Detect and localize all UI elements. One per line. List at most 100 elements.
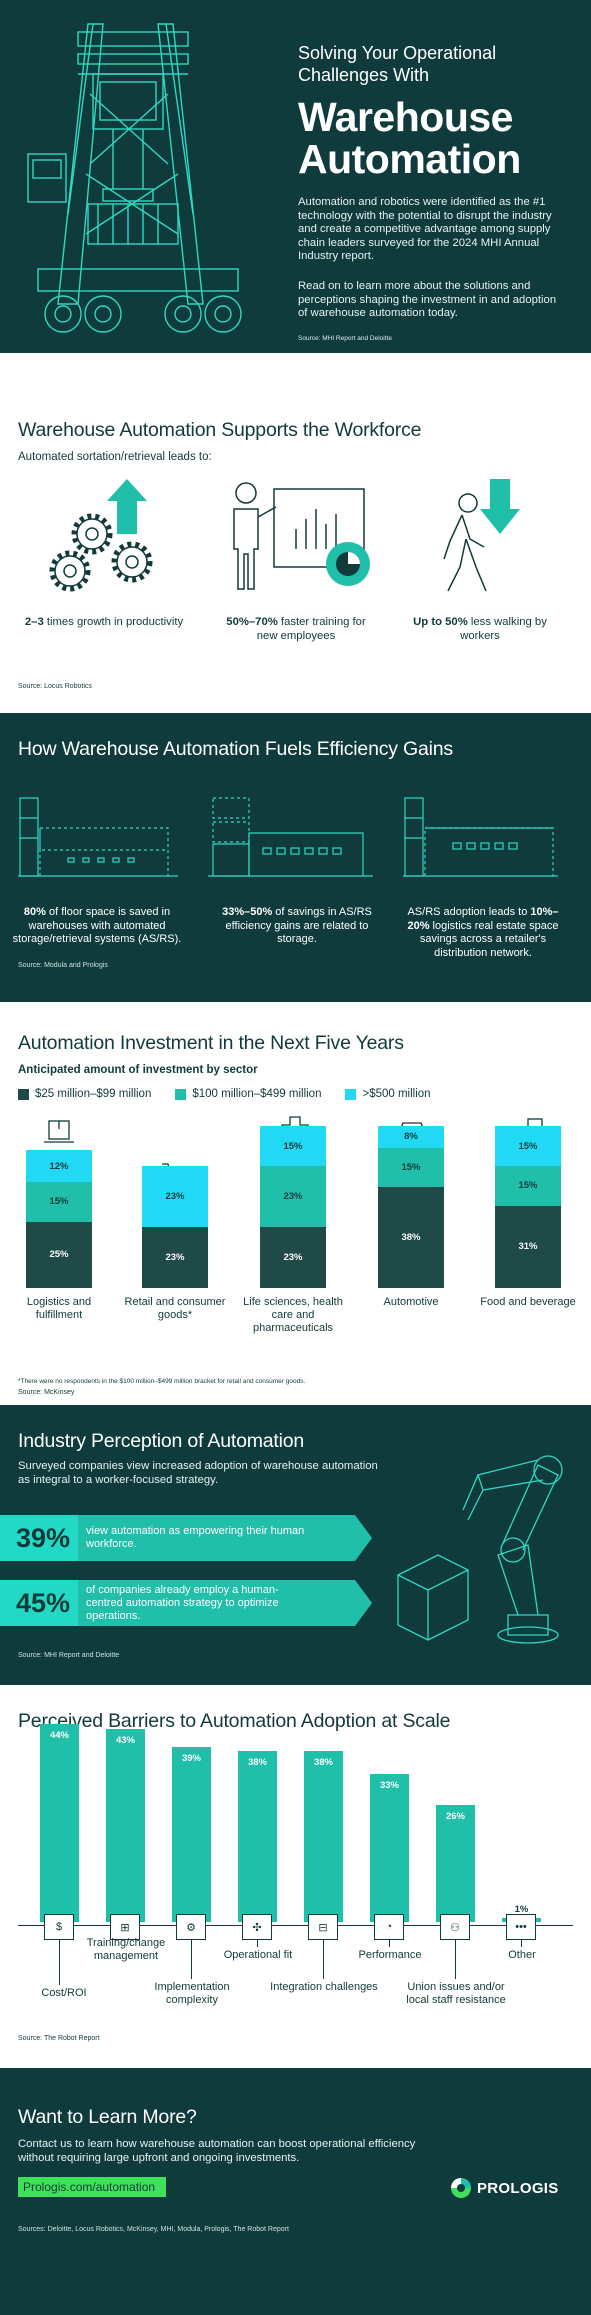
perception-intro: Surveyed companies view increased adopti… <box>18 1460 378 1486</box>
hero-subtitle: Solving Your Operational Challenges With <box>298 43 497 85</box>
bar-segment: 23% <box>260 1166 326 1228</box>
hero-title: Warehouse Automation <box>298 94 521 182</box>
legend-swatch <box>18 1088 29 1100</box>
footer-text: Contact us to learn how warehouse automa… <box>18 2138 416 2164</box>
workforce-section: Warehouse Automation Supports the Workfo… <box>0 353 591 713</box>
legend-item: >$500 million <box>345 1088 431 1100</box>
footer-sources: Sources: Deloitte, Locus Robotics, McKin… <box>18 2226 289 2233</box>
stat-banners <box>0 1515 372 1626</box>
flowchart-icon: ⊟ <box>308 1914 338 1940</box>
bar-segment: 38% <box>378 1187 444 1288</box>
barrier-value: 1% <box>514 1903 529 1915</box>
barrier-label: Union issues and/or local staff resistan… <box>406 1981 506 2006</box>
baseline <box>18 1925 573 1927</box>
prologis-link[interactable]: Prologis.com/automation <box>18 2177 166 2197</box>
barrier-label: Training/change management <box>86 1937 166 1962</box>
barrier-value: 26% <box>445 1811 465 1822</box>
category-label: Food and beverage <box>480 1296 576 1308</box>
label-leader-line <box>59 1940 61 1985</box>
people-icon: ⚇ <box>440 1914 470 1940</box>
human-centred-text: of companies already employ a human-cent… <box>86 1583 279 1622</box>
empowering-stat: 39% view automation as empowering their … <box>0 1515 306 1561</box>
barrier-label: Integration challenges <box>270 1981 378 1993</box>
footer-section: Want to Learn More? Contact us to learn … <box>0 2068 591 2315</box>
barrier-bar <box>238 1751 277 1922</box>
bar-segment: 15% <box>378 1147 444 1188</box>
label-leader-line <box>455 1940 457 1979</box>
efficiency-section: How Warehouse Automation Fuels Efficienc… <box>0 713 591 1002</box>
label-leader-line <box>521 1940 523 1947</box>
category-label: Logistics and fulfillment <box>26 1296 92 1321</box>
productivity-stat: 2–3 times growth in productivity <box>24 616 184 628</box>
legend-item: $100 million–$499 million <box>175 1088 321 1100</box>
barriers-section: Perceived Barriers to Automation Adoptio… <box>0 1685 591 2068</box>
barrier-bar <box>106 1728 145 1922</box>
label-leader-line <box>191 1940 193 1979</box>
gantry-crane-illustration <box>27 23 242 333</box>
hero-read-on: Read on to learn more about the solution… <box>298 279 557 320</box>
investment-source: Source: McKinsey <box>18 1389 75 1396</box>
barrier-value: 33% <box>379 1779 399 1791</box>
legend-item: $25 million–$99 million <box>18 1088 151 1100</box>
gauge-icon: ◔ <box>374 1914 404 1940</box>
barriers-source: Source: The Robot Report <box>18 2035 100 2042</box>
walking-stat: Up to 50% less walking by workers <box>413 616 547 642</box>
bar-segment: 23% <box>142 1166 208 1228</box>
investment-subtitle: Anticipated amount of investment by sect… <box>18 1064 258 1076</box>
efficiency-title: How Warehouse Automation Fuels Efficienc… <box>18 738 453 760</box>
barrier-bar <box>370 1773 409 1922</box>
workforce-source: Source: Locus Robotics <box>18 683 92 690</box>
human-centred-percent: 45% <box>16 1587 71 1618</box>
hero-intro: Automation and robotics were identified … <box>298 196 552 263</box>
robot-arm-illustration <box>397 1455 563 1644</box>
hero-source: Source: MHI Report and Deloitte <box>298 334 392 342</box>
bar-segment: 25% <box>26 1221 92 1288</box>
human-centred-stat: 45% of companies already employ a human-… <box>0 1580 306 1626</box>
floor-space-stat: 80% of floor space is saved in warehouse… <box>12 906 182 945</box>
bar-segment: 15% <box>260 1126 326 1167</box>
barrier-value: 44% <box>49 1730 69 1741</box>
investment-title: Automation Investment in the Next Five Y… <box>18 1032 404 1054</box>
footer-title: Want to Learn More? <box>18 2106 197 2128</box>
category-label: Automotive <box>383 1296 439 1308</box>
efficiency-source: Source: Modula and Prologis <box>18 962 108 969</box>
training-icon: ⊞ <box>110 1914 140 1940</box>
dots-icon: ••• <box>506 1914 536 1940</box>
category-label: Life sciences, health care and pharmaceu… <box>243 1296 343 1334</box>
bar-segment: 12% <box>26 1150 92 1182</box>
perception-section: Industry Perception of Automation Survey… <box>0 1405 591 1685</box>
perception-title: Industry Perception of Automation <box>18 1430 305 1452</box>
bar-segment: 31% <box>495 1205 561 1288</box>
bar-segment: 15% <box>495 1126 561 1167</box>
workforce-subtitle: Automated sortation/retrieval leads to: <box>18 451 212 463</box>
label-leader-line <box>389 1940 391 1947</box>
barrier-label: Implementation complexity <box>154 1981 230 2006</box>
gears-icon: ⚙ <box>176 1914 206 1940</box>
training-presentation-icon <box>233 482 370 590</box>
barrier-label: Operational fit <box>223 1949 293 1961</box>
barrier-label: Performance <box>358 1949 422 1961</box>
barrier-bar <box>40 1724 79 1922</box>
legend-label: $25 million–$99 million <box>35 1088 152 1100</box>
category-label: Retail and consumer goods* <box>124 1296 226 1321</box>
empowering-text: view automation as empowering their huma… <box>86 1525 305 1550</box>
legend-swatch <box>175 1088 187 1100</box>
prologis-logo-text: PROLOGIS <box>477 2179 559 2197</box>
bar-segment: 23% <box>260 1227 326 1288</box>
warehouse-illustrations <box>18 797 558 877</box>
barrier-value: 38% <box>247 1757 267 1768</box>
empowering-percent: 39% <box>16 1522 71 1553</box>
investment-section: Automation Investment in the Next Five Y… <box>0 1002 591 1405</box>
label-leader-line <box>257 1940 259 1947</box>
legend-label: $100 million–$499 million <box>192 1088 322 1100</box>
dollar-icon: $ <box>44 1914 74 1940</box>
barrier-value: 43% <box>115 1734 135 1746</box>
walking-worker-icon <box>443 479 520 592</box>
legend-label: >$500 million <box>362 1088 431 1100</box>
investment-note: *There were no respondents in the $100 m… <box>18 1378 306 1385</box>
real-estate-stat: AS/RS adoption leads to 10%–20% logistic… <box>407 906 559 959</box>
workforce-title: Warehouse Automation Supports the Workfo… <box>18 419 422 441</box>
training-stat: 50%–70% faster training for new employee… <box>226 616 366 642</box>
investment-legend: $25 million–$99 million $100 million–$499… <box>18 1088 455 1100</box>
box-icon <box>44 1120 74 1143</box>
